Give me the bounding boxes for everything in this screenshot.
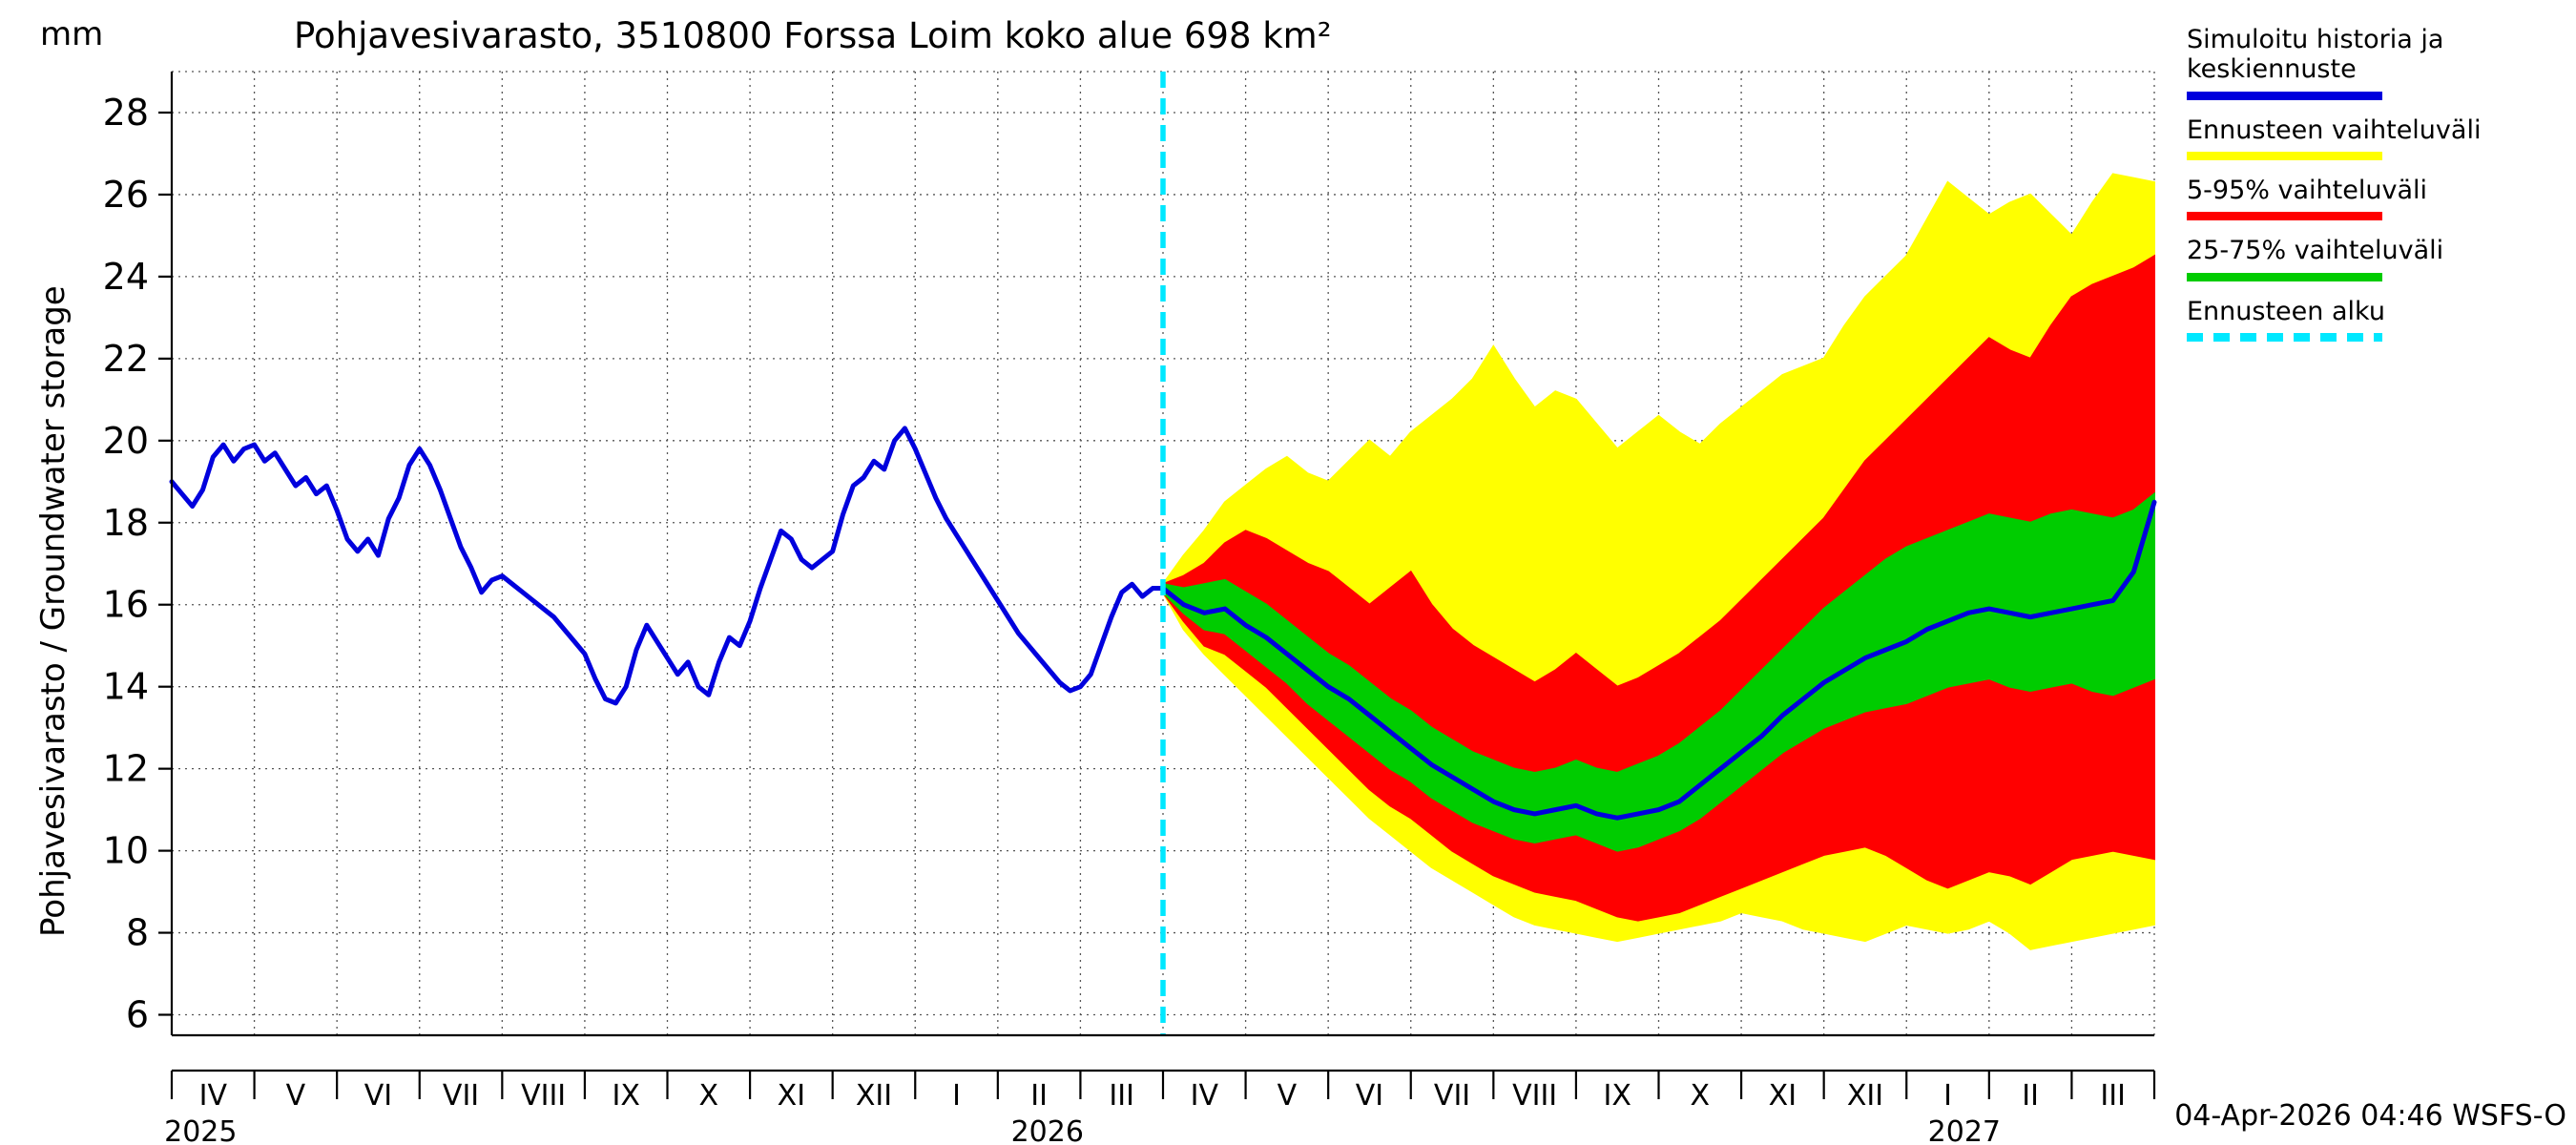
legend-item-forecast-range: Ennusteen vaihteluväli: [2187, 115, 2564, 160]
legend-swatch-5-95: [2187, 212, 2382, 221]
legend-swatch-25-75: [2187, 272, 2382, 281]
y-tick-label: 26: [103, 174, 149, 216]
y-tick-label: 24: [103, 256, 149, 298]
month-label: XI: [1769, 1079, 1797, 1113]
month-label: IX: [613, 1079, 640, 1113]
legend-swatch-history-line: [2187, 91, 2382, 100]
timestamp: 04-Apr-2026 04:46 WSFS-O: [2174, 1099, 2566, 1133]
legend-swatch-forecast-start-line: [2187, 332, 2382, 342]
y-tick-label: 18: [103, 502, 149, 544]
month-label: VII: [1434, 1079, 1470, 1113]
y-tick-label: 12: [103, 748, 149, 790]
legend-item-25-75: 25-75% vaihteluväli: [2187, 236, 2564, 281]
y-tick-label: 22: [103, 338, 149, 380]
month-label: X: [1691, 1079, 1711, 1113]
month-label: VIII: [1512, 1079, 1557, 1113]
month-label: IV: [199, 1079, 228, 1113]
y-tick-label: 20: [103, 420, 149, 462]
month-label: I: [1943, 1079, 1952, 1113]
legend-item-history: Simuloitu historia ja keskiennuste: [2187, 25, 2564, 100]
y-tick-label: 16: [103, 584, 149, 626]
month-label: XI: [778, 1079, 805, 1113]
month-label: IV: [1191, 1079, 1219, 1113]
y-tick-label: 28: [103, 92, 149, 134]
y-tick-label: 10: [103, 830, 149, 872]
month-label: III: [1109, 1079, 1134, 1113]
y-axis-label: Pohjavesivarasto / Groundwater storage: [34, 285, 73, 937]
legend-swatch-forecast-range: [2187, 151, 2382, 160]
y-tick-label: 6: [126, 994, 149, 1036]
year-label: 2027: [1928, 1115, 2001, 1145]
month-label: III: [2100, 1079, 2126, 1113]
y-axis-unit: mm: [40, 15, 104, 53]
history-line: [169, 426, 1166, 706]
legend-item-forecast-start: Ennusteen alku: [2187, 297, 2564, 342]
legend: Simuloitu historia ja keskiennuste Ennus…: [2187, 25, 2564, 357]
y-tick-label: 14: [103, 666, 149, 708]
band-25-75: [1162, 491, 2155, 852]
chart-title: Pohjavesivarasto, 3510800 Forssa Loim ko…: [294, 15, 1332, 56]
month-label: XII: [856, 1079, 892, 1113]
legend-label-25-75: 25-75% vaihteluväli: [2187, 236, 2444, 266]
month-label: V: [1278, 1079, 1298, 1113]
month-label: VIII: [521, 1079, 566, 1113]
legend-label-forecast-range: Ennusteen vaihteluväli: [2187, 114, 2482, 145]
month-label: X: [699, 1079, 719, 1113]
year-label: 2025: [164, 1115, 237, 1145]
month-label: IX: [1604, 1079, 1631, 1113]
month-label: II: [1030, 1079, 1048, 1113]
month-label: XII: [1847, 1079, 1883, 1113]
year-label: 2026: [1011, 1115, 1084, 1145]
month-label: VI: [1356, 1079, 1383, 1113]
month-label: VII: [443, 1079, 479, 1113]
legend-item-5-95: 5-95% vaihteluväli: [2187, 175, 2564, 221]
month-label: V: [286, 1079, 306, 1113]
y-tick-label: 8: [126, 912, 149, 954]
month-label: VI: [364, 1079, 392, 1113]
legend-label-forecast-start: Ennusteen alku: [2187, 296, 2385, 326]
median-line: [1160, 499, 2157, 821]
month-label: II: [2022, 1079, 2039, 1113]
month-label: I: [952, 1079, 961, 1113]
legend-label-history: Simuloitu historia ja keskiennuste: [2187, 25, 2444, 85]
legend-label-5-95: 5-95% vaihteluväli: [2187, 175, 2427, 205]
